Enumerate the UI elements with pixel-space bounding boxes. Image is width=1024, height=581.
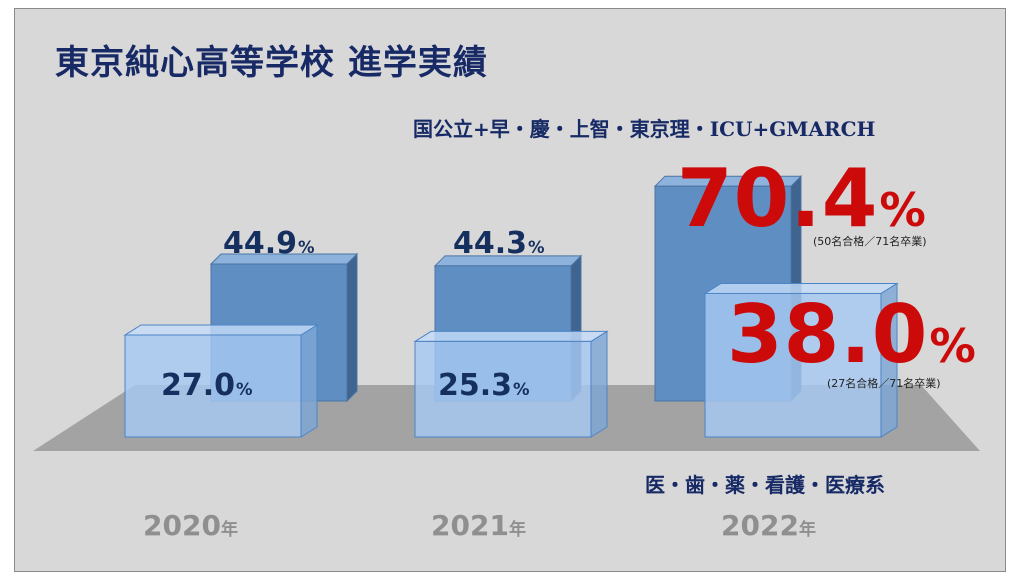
bar-bottom-2022: [703, 282, 899, 438]
value-label-top-2021: 44.3%: [453, 226, 545, 261]
year-label-2020: 2020年: [143, 509, 238, 542]
bar-bottom-2021: [413, 330, 609, 438]
value-label-bottom-2020: 27.0%: [161, 368, 253, 403]
value-label-top-2022: 70.4%: [677, 152, 927, 245]
year-label-2021: 2021年: [431, 509, 526, 542]
series-bottom-bars: [123, 282, 899, 438]
legend-bottom-category: 医・歯・薬・看護・医療系: [645, 473, 885, 497]
chart-slide: 東京純心高等学校 進学実績 国公立+早・慶・上智・東京理・ICU+GMARCH …: [14, 8, 1006, 572]
value-label-bottom-2022: 38.0%: [727, 288, 977, 381]
chart-title: 東京純心高等学校 進学実績: [55, 43, 488, 83]
value-label-top-2020: 44.9%: [223, 226, 315, 261]
value-label-bottom-2021: 25.3%: [438, 368, 530, 403]
bar-bottom-2020: [123, 324, 319, 438]
annotation-top-2022: (50名合格／71名卒業): [813, 235, 927, 248]
annotation-bottom-2022: (27名合格／71名卒業): [827, 377, 941, 390]
legend-top-category: 国公立+早・慶・上智・東京理・ICU+GMARCH: [413, 117, 876, 141]
chart-canvas: [33, 174, 980, 451]
year-label-2022: 2022年: [721, 509, 816, 542]
